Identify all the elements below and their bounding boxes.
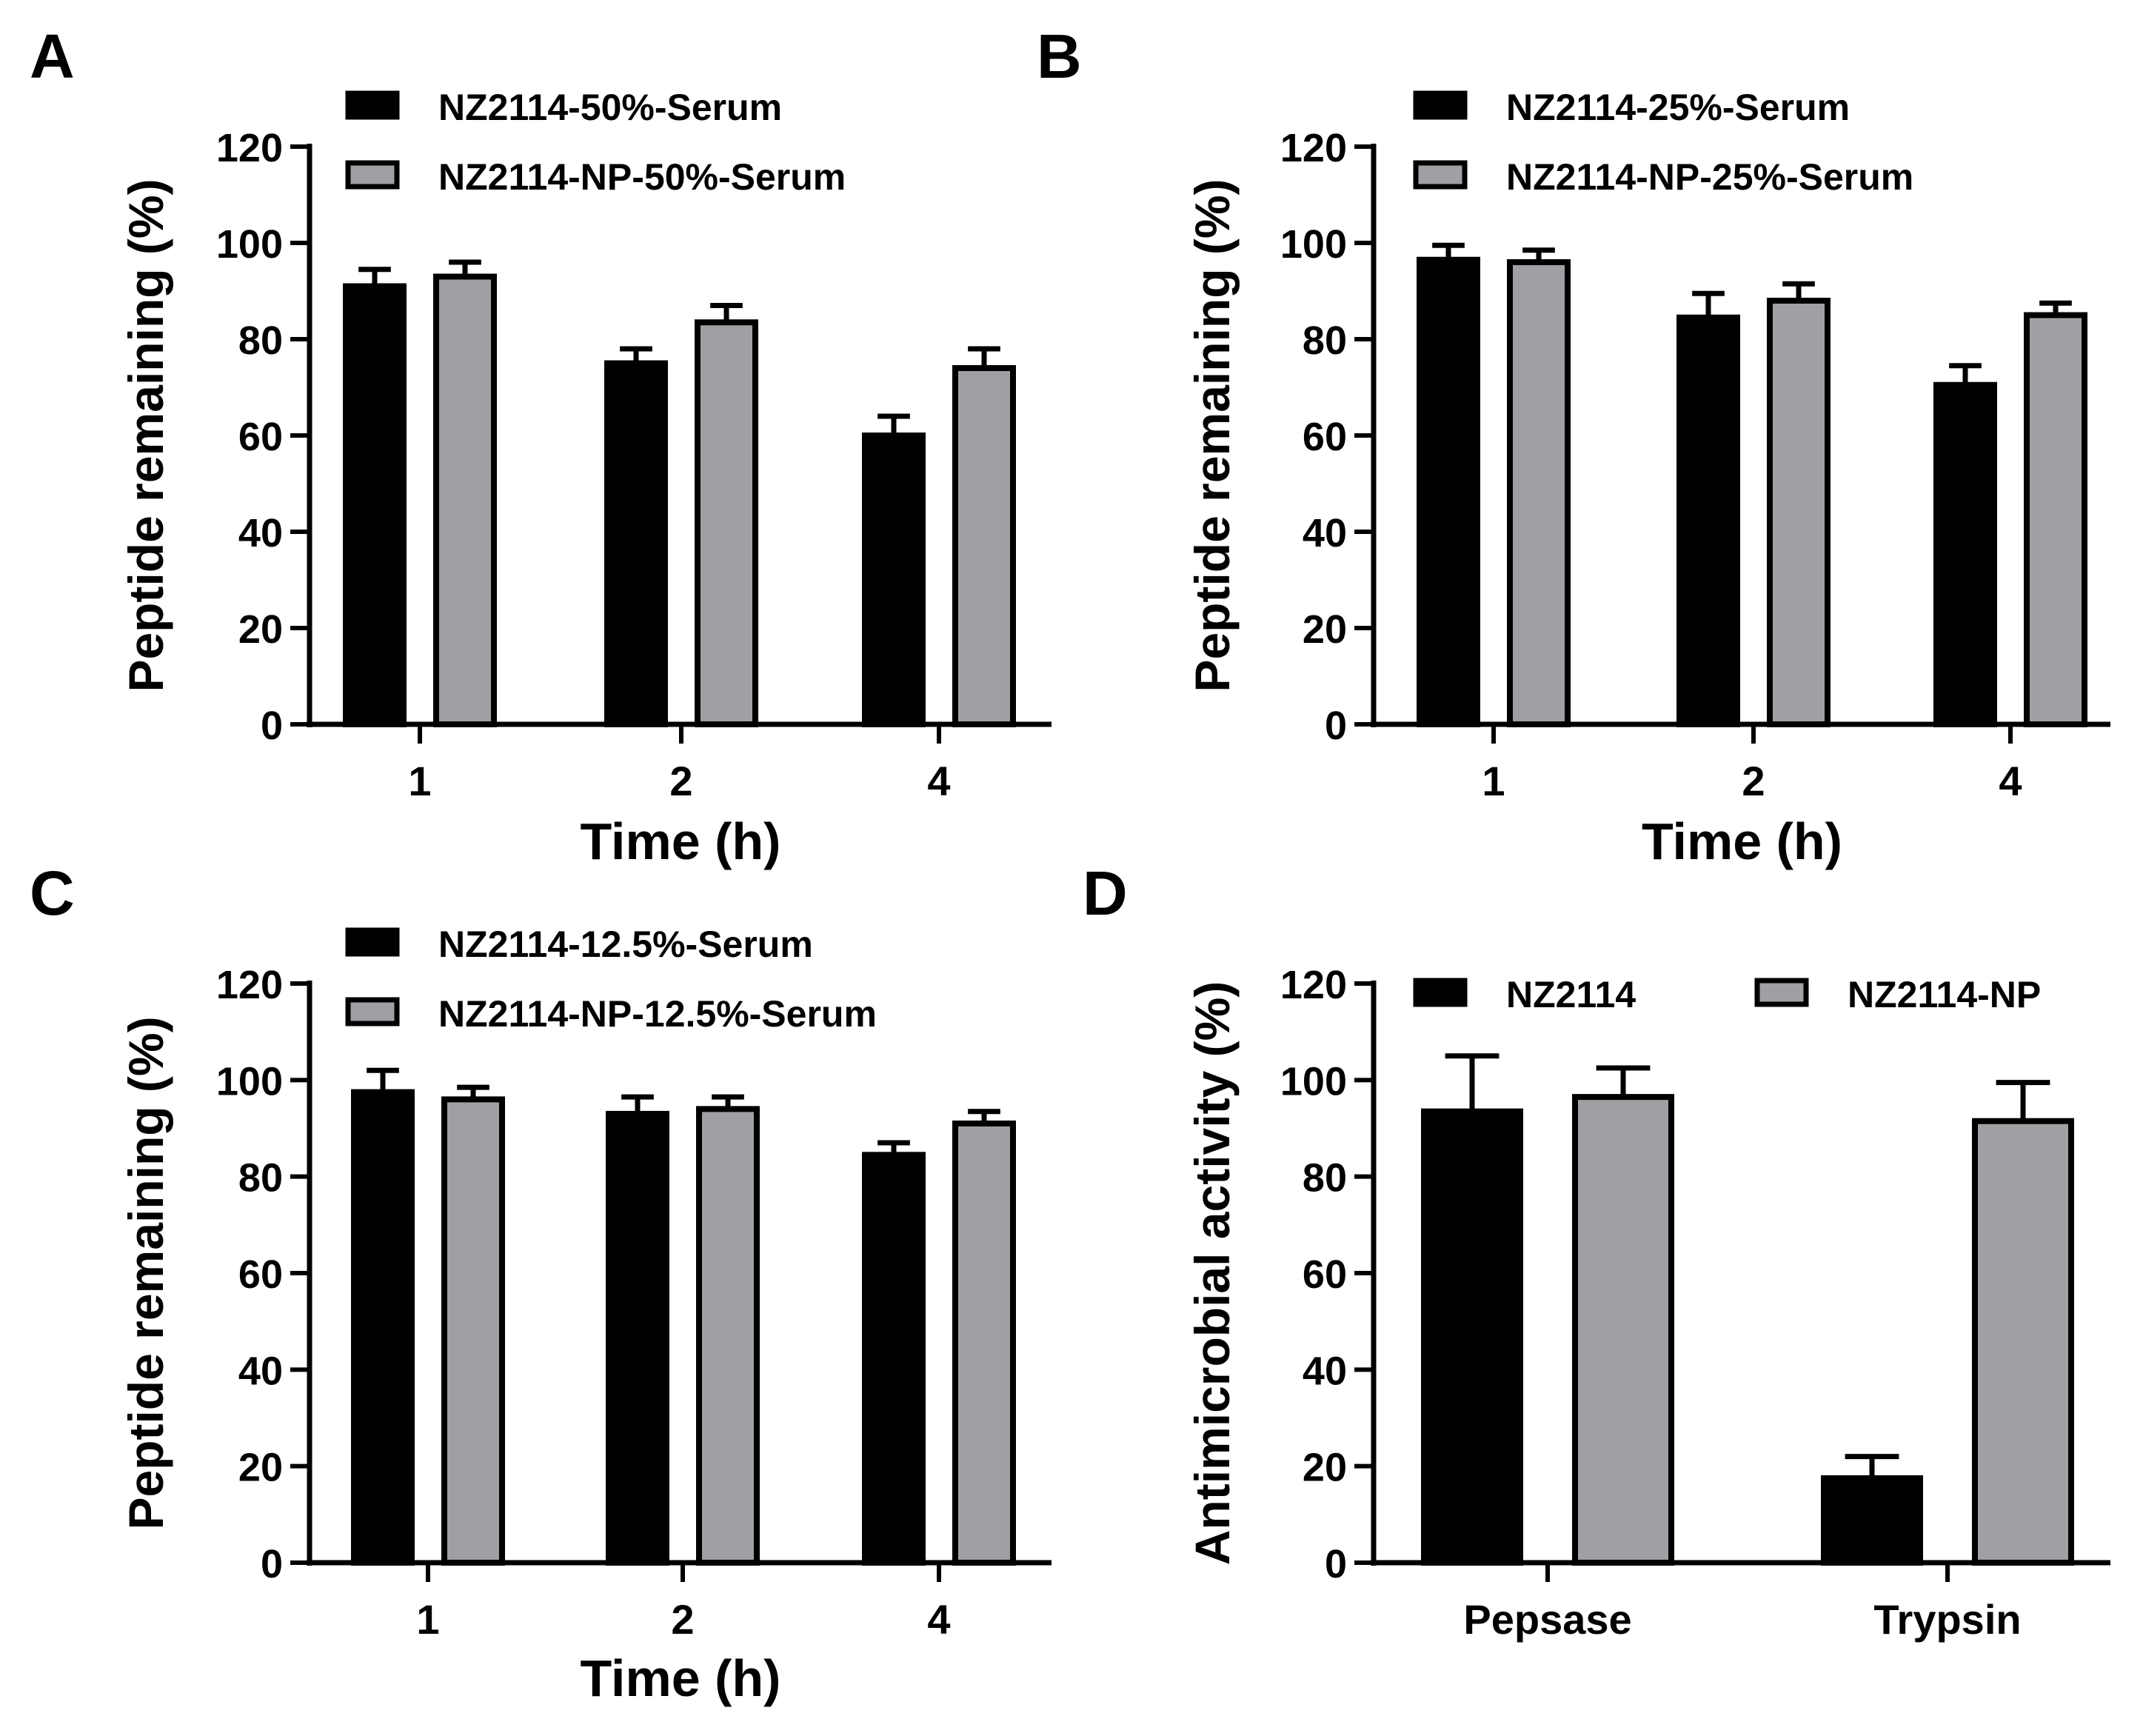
legend-label: NZ2114-NP-50%-Serum [438,156,846,198]
y-tick-label: 60 [1303,1252,1347,1297]
legend-swatch [345,160,400,190]
bar [952,365,1016,727]
bar [952,1120,1016,1566]
legend-label: NZ2114-50%-Serum [438,87,782,128]
bar [1972,1118,2074,1566]
y-axis-title: Peptide remaining (%) [1185,178,1240,692]
y-tick-label: 20 [1303,1446,1347,1490]
panel-c: C 0 20 40 60 80 100 120 1 2 4 Time (h) Peptide remai… [30,858,1052,1707]
bar [695,319,758,727]
y-tick-label: 100 [216,1059,283,1104]
y-tick-label: 120 [1280,126,1347,170]
x-tick-label: Trypsin [1873,1596,2021,1643]
bar [1933,381,1997,727]
y-tick-label: 40 [238,1349,283,1393]
x-axis-title: Time (h) [581,1649,781,1707]
bar [1572,1094,1674,1566]
bar [1507,259,1571,727]
x-tick-label: 4 [927,1596,950,1643]
y-tick-label: 100 [1280,1059,1347,1104]
y-tick-label: 80 [1303,1156,1347,1201]
y-axis-title: Peptide remaining (%) [118,1016,173,1529]
panel-b: B 0 20 40 60 80 100 120 1 2 4 Time (h) Peptide remai… [1037,21,2110,870]
legend-label: NZ2114-NP-12.5%-Serum [438,993,877,1035]
bar [1421,1108,1523,1566]
bar [1676,314,1740,727]
bar [343,283,407,727]
x-tick-label: 1 [416,1596,439,1643]
y-tick-label: 20 [238,607,283,652]
panel-d: D 0 20 40 60 80 100 120 Pepsase Trypsin Antimicrob… [1083,858,2110,1643]
y-tick-label: 120 [1280,963,1347,1007]
x-tick-label: 1 [1482,758,1505,804]
bar [1417,256,1480,727]
y-tick-label: 0 [261,1542,283,1586]
y-tick-label: 80 [238,318,283,363]
y-axis-title: Antimicrobial activity (%) [1185,981,1240,1566]
y-tick-label: 60 [238,1252,283,1297]
bar [862,1152,926,1566]
y-tick-label: 100 [1280,222,1347,267]
legend-label: NZ2114-25%-Serum [1506,87,1850,128]
x-tick-label: 2 [1742,758,1765,804]
legend-swatch [1754,978,1809,1007]
legend-swatch [345,90,400,120]
bar [604,360,668,727]
y-tick-label: 40 [1303,1349,1347,1393]
legend-swatch [1413,160,1468,190]
bar [351,1089,415,1566]
bar [606,1110,669,1566]
legend-swatch [1413,90,1468,120]
y-tick-label: 100 [216,222,283,267]
x-tick-label: 2 [669,758,692,804]
y-tick-label: 0 [1325,1542,1347,1586]
bar [433,273,497,727]
y-tick-label: 80 [238,1156,283,1201]
legend-label: NZ2114 [1506,974,1636,1015]
legend-label: NZ2114-NP [1848,974,2041,1015]
x-tick-label: 2 [671,1596,694,1643]
bar [862,433,926,727]
y-tick-label: 40 [1303,511,1347,555]
y-tick-label: 120 [216,126,283,170]
y-tick-label: 120 [216,963,283,1007]
x-axis-title: Time (h) [581,812,781,870]
panel-label: C [30,858,75,928]
x-axis-title: Time (h) [1642,812,1842,870]
legend-swatch [345,927,400,957]
bar [1821,1475,1923,1566]
legend-label: NZ2114-NP-25%-Serum [1506,156,1913,198]
panel-label: A [30,21,75,91]
y-tick-label: 0 [1325,704,1347,748]
panel-label: B [1037,21,1082,91]
y-tick-label: 20 [238,1446,283,1490]
y-tick-label: 0 [261,704,283,748]
legend-label: NZ2114-12.5%-Serum [438,924,813,965]
x-tick-label: 1 [408,758,431,804]
legend-swatch [345,997,400,1026]
bar [441,1096,505,1566]
x-tick-label: 4 [1999,758,2022,804]
y-tick-label: 60 [1303,415,1347,459]
y-tick-label: 20 [1303,607,1347,652]
y-tick-label: 80 [1303,318,1347,363]
panel-label: D [1083,858,1128,928]
bar [696,1106,760,1566]
panel-a: A 0 20 40 60 80 100 120 1 2 4 Time (h) Peptide remai… [30,21,1052,870]
y-tick-label: 60 [238,415,283,459]
bar [1767,298,1831,727]
bar [2024,312,2087,727]
y-tick-label: 40 [238,511,283,555]
y-axis-title: Peptide remaining (%) [118,178,173,692]
x-tick-label: Pepsase [1463,1596,1631,1643]
x-tick-label: 4 [927,758,950,804]
legend-swatch [1413,978,1468,1007]
